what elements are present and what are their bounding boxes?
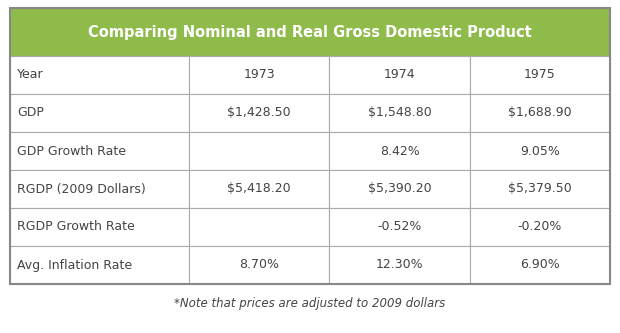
Text: $5,390.20: $5,390.20: [368, 182, 432, 195]
Bar: [470, 170, 610, 208]
Text: RGDP (2009 Dollars): RGDP (2009 Dollars): [17, 182, 146, 195]
Bar: [329, 170, 470, 208]
Text: *Note that prices are adjusted to 2009 dollars: *Note that prices are adjusted to 2009 d…: [174, 297, 446, 310]
Text: -0.52%: -0.52%: [378, 220, 422, 233]
Bar: [470, 94, 610, 132]
Bar: [329, 246, 470, 284]
Text: 1975: 1975: [524, 69, 556, 82]
Bar: [10, 208, 189, 246]
Text: Avg. Inflation Rate: Avg. Inflation Rate: [17, 258, 132, 271]
Text: $1,428.50: $1,428.50: [228, 107, 291, 120]
Bar: [329, 94, 470, 132]
Text: $1,688.90: $1,688.90: [508, 107, 572, 120]
Text: -0.20%: -0.20%: [518, 220, 562, 233]
Text: 8.70%: 8.70%: [239, 258, 279, 271]
Bar: [10, 8, 610, 56]
Bar: [329, 208, 470, 246]
Bar: [10, 94, 189, 132]
Text: 1974: 1974: [384, 69, 415, 82]
Text: Comparing Nominal and Real Gross Domestic Product: Comparing Nominal and Real Gross Domesti…: [88, 25, 532, 40]
Bar: [329, 56, 470, 94]
Bar: [189, 170, 329, 208]
Bar: [189, 246, 329, 284]
Bar: [470, 56, 610, 94]
Text: 9.05%: 9.05%: [520, 145, 560, 158]
Bar: [10, 8, 610, 284]
Bar: [189, 208, 329, 246]
Bar: [470, 246, 610, 284]
Bar: [10, 56, 189, 94]
Text: 12.30%: 12.30%: [376, 258, 423, 271]
Bar: [470, 208, 610, 246]
Bar: [329, 132, 470, 170]
Bar: [189, 94, 329, 132]
Text: 1973: 1973: [244, 69, 275, 82]
Bar: [10, 132, 189, 170]
Bar: [189, 56, 329, 94]
Text: $5,418.20: $5,418.20: [228, 182, 291, 195]
Text: Year: Year: [17, 69, 43, 82]
Text: $1,548.80: $1,548.80: [368, 107, 432, 120]
Bar: [10, 246, 189, 284]
Text: $5,379.50: $5,379.50: [508, 182, 572, 195]
Text: 8.42%: 8.42%: [379, 145, 419, 158]
Bar: [189, 132, 329, 170]
Text: GDP: GDP: [17, 107, 44, 120]
Bar: [470, 132, 610, 170]
Bar: [10, 170, 189, 208]
Text: 6.90%: 6.90%: [520, 258, 560, 271]
Text: RGDP Growth Rate: RGDP Growth Rate: [17, 220, 135, 233]
Text: GDP Growth Rate: GDP Growth Rate: [17, 145, 126, 158]
